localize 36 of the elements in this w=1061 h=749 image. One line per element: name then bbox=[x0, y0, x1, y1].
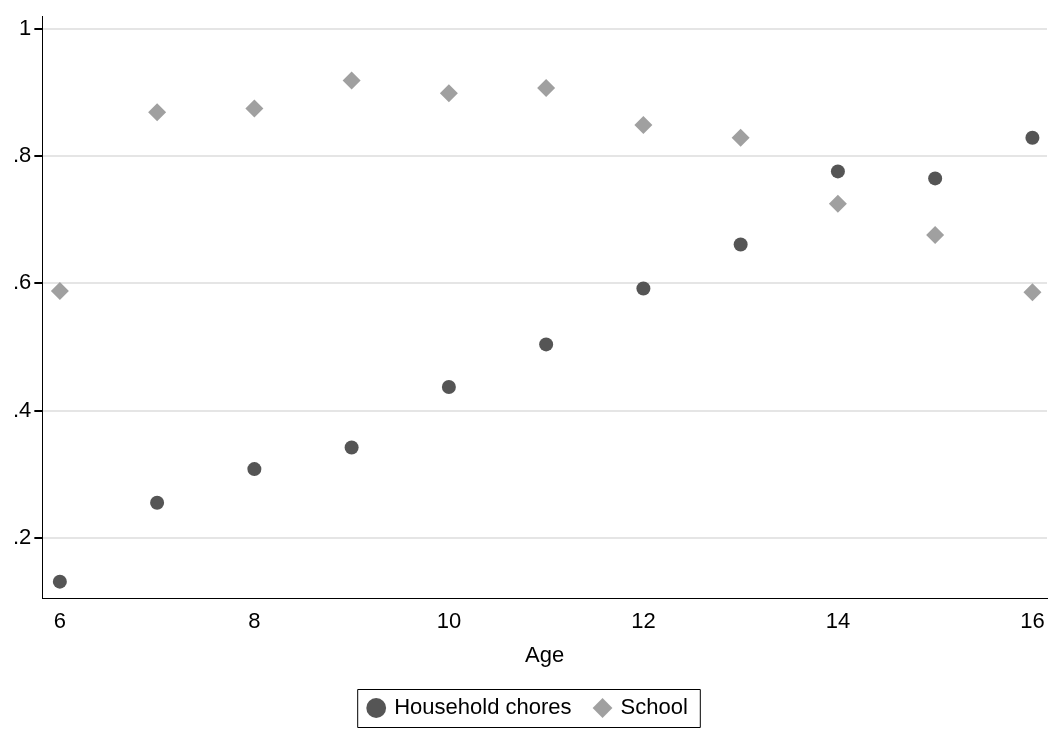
point bbox=[247, 462, 262, 477]
point bbox=[52, 574, 67, 589]
y-tick-label: .6 bbox=[12, 269, 32, 295]
legend-label: Household chores bbox=[394, 694, 572, 720]
point bbox=[1025, 130, 1040, 145]
point bbox=[928, 171, 943, 186]
point bbox=[150, 495, 165, 510]
point bbox=[441, 380, 456, 395]
point bbox=[830, 164, 845, 179]
point bbox=[926, 226, 945, 245]
point bbox=[342, 71, 361, 90]
point bbox=[539, 337, 554, 352]
point bbox=[537, 79, 556, 98]
point bbox=[50, 281, 69, 300]
x-axis-title: Age bbox=[525, 641, 565, 667]
point bbox=[733, 237, 748, 252]
y-tick-label: .4 bbox=[12, 396, 32, 422]
point bbox=[148, 103, 167, 122]
point bbox=[1023, 283, 1042, 302]
point bbox=[439, 84, 458, 103]
y-tick-label: .2 bbox=[12, 523, 32, 549]
x-tick-label: 6 bbox=[53, 608, 66, 634]
x-tick-label: 16 bbox=[1020, 608, 1045, 634]
point bbox=[634, 115, 653, 134]
point bbox=[344, 440, 359, 455]
y-tick-label: 1 bbox=[19, 14, 32, 40]
legend-label: School bbox=[620, 694, 688, 720]
x-tick-label: 14 bbox=[825, 608, 851, 634]
point bbox=[731, 128, 750, 147]
point bbox=[245, 99, 264, 118]
point bbox=[828, 194, 847, 213]
x-tick-label: 12 bbox=[631, 608, 656, 634]
x-tick-label: 8 bbox=[248, 608, 261, 634]
point bbox=[636, 281, 651, 296]
x-tick-label: 10 bbox=[436, 608, 462, 634]
y-tick-label: .8 bbox=[12, 142, 32, 168]
